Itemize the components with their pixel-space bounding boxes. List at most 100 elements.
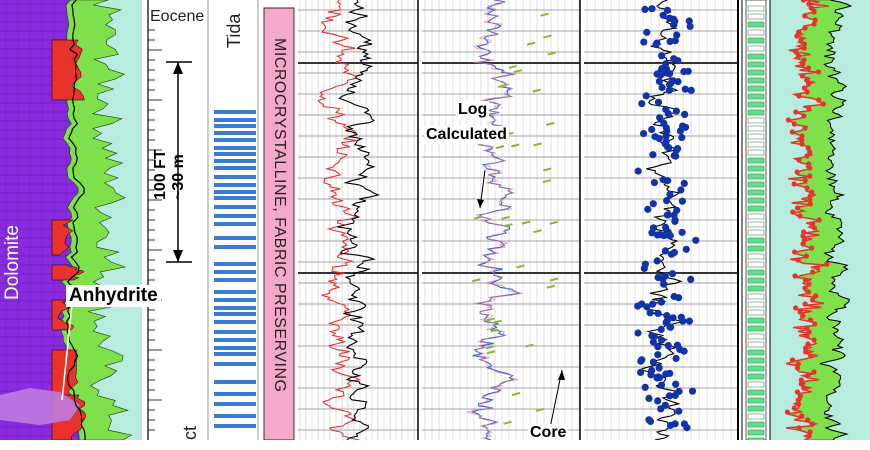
track7-cell	[747, 421, 765, 428]
track6-dot	[665, 86, 674, 94]
track6-dot	[657, 381, 666, 389]
track7-cell	[747, 197, 765, 204]
track7-cell	[747, 349, 765, 356]
track5-core-dash	[510, 143, 520, 148]
track5-core-dash	[533, 229, 542, 234]
track6-dot	[667, 421, 675, 430]
track7-cell	[747, 165, 765, 172]
track5-core-dash	[549, 220, 559, 225]
track5-core-dash	[493, 319, 502, 324]
track7-cell	[747, 133, 765, 140]
tidal-mark	[214, 380, 256, 384]
track6-dot	[656, 114, 664, 122]
track5-core-dash	[497, 84, 507, 89]
track6-dot	[653, 39, 661, 47]
track6-dot	[670, 248, 679, 257]
track7-cell	[747, 325, 765, 332]
lithology-curve	[65, 0, 86, 440]
track6-dot	[649, 151, 657, 159]
track6-dot	[645, 416, 653, 424]
track6-dot	[672, 107, 681, 115]
track6-dot	[675, 407, 683, 415]
track6-dot	[684, 67, 692, 75]
track5-core-dash	[549, 277, 559, 282]
track6-dot	[673, 31, 681, 39]
track7-cell	[747, 101, 765, 108]
track5-core-dash	[543, 167, 552, 172]
track6-dot	[671, 391, 679, 399]
tidal-mark	[214, 205, 256, 209]
track7-cell	[747, 429, 765, 436]
track6-dot	[661, 272, 669, 280]
track8-red-curve	[785, 0, 829, 440]
track7-cell	[747, 21, 765, 28]
track5-core-dash	[524, 343, 534, 348]
track5-core-dash	[474, 215, 483, 220]
track7-cell	[747, 13, 765, 20]
tidal-mark	[214, 190, 256, 194]
track6-dot	[662, 132, 670, 140]
anhydrite-label: Anhydrite	[66, 285, 161, 307]
track6-dot	[681, 123, 690, 131]
tidal-mark	[214, 306, 256, 310]
track7-cell	[747, 61, 765, 68]
track6-dot	[686, 22, 694, 30]
anhydrite-light-patch	[0, 388, 80, 425]
track6-dot	[654, 351, 662, 359]
facies-band	[263, 7, 295, 440]
facies-label-wrap: MICROCRYSTALLINE, FABRIC PRESERVING	[266, 8, 294, 438]
anhydrite-pointer	[61, 304, 73, 401]
track6-dot	[680, 420, 689, 428]
track6-dot	[654, 343, 662, 351]
track6-dot	[670, 21, 678, 29]
tidal-mark	[214, 278, 256, 282]
tidal-mark	[214, 392, 256, 396]
track7-cell	[747, 237, 765, 244]
track6-dot	[672, 354, 680, 362]
log-label: Log	[456, 101, 490, 119]
tidal-mark	[214, 110, 256, 114]
track7-cell	[747, 309, 765, 316]
track6-dot	[677, 313, 685, 321]
track6-dot	[659, 11, 667, 19]
track6-dot	[657, 298, 666, 306]
tidal-mark	[214, 214, 256, 218]
track6-dot	[669, 15, 678, 23]
track6-dot	[680, 179, 688, 187]
track7-cell	[747, 229, 765, 236]
track7-cell	[747, 205, 765, 212]
track7-cell	[747, 189, 765, 196]
scale-m-label: ~30 m	[170, 154, 187, 200]
track6-dot	[655, 364, 663, 372]
tidal-mark	[214, 424, 256, 428]
track6-dot	[662, 65, 671, 73]
track6-dot	[672, 380, 680, 388]
track6-dot	[648, 332, 656, 340]
track5-core-dash	[504, 223, 513, 228]
track5-core-dash	[543, 34, 552, 39]
track5-core-dash	[535, 407, 545, 412]
tidal-mark	[214, 290, 256, 294]
tidal-mark	[214, 183, 256, 187]
track6-dot	[648, 5, 656, 13]
shale-green-fill	[60, 0, 133, 440]
track5-core-dash	[495, 145, 505, 150]
track7-cell	[747, 253, 765, 260]
track6-dot	[664, 211, 672, 219]
tidal-mark	[214, 152, 256, 156]
tidal-mark	[214, 346, 256, 350]
track6-dot	[666, 232, 674, 240]
track4-red-curve	[317, 0, 361, 440]
tidal-mark	[214, 262, 256, 266]
track5-core-dash	[545, 121, 555, 126]
track6-dot	[643, 28, 651, 36]
track7-cell	[747, 341, 765, 348]
track6-dot	[641, 260, 650, 268]
track7-cell	[747, 149, 765, 156]
anhydrite-fill	[51, 39, 85, 101]
track7-cell	[747, 389, 765, 396]
track7-cell	[747, 141, 765, 148]
track6-dot	[678, 197, 687, 205]
track7-cell	[747, 37, 765, 44]
